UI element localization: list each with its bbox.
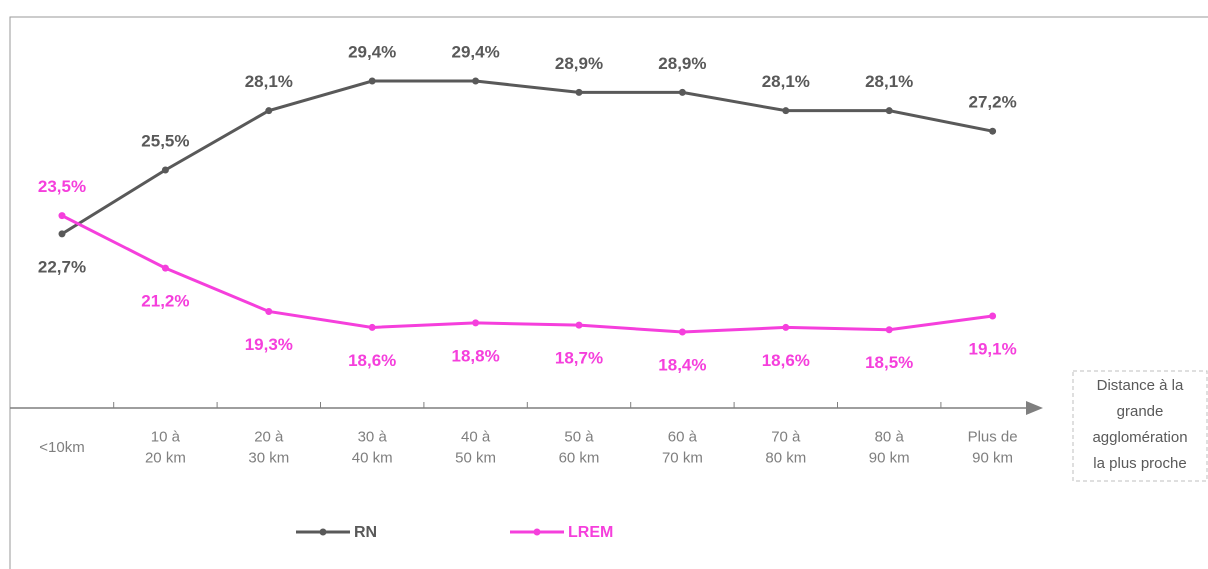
- data-label: 18,6%: [348, 351, 396, 370]
- data-label: 29,4%: [451, 42, 499, 61]
- data-label: 29,4%: [348, 42, 396, 61]
- x-tick-label: 60 à: [668, 428, 698, 445]
- data-label: 28,1%: [762, 72, 810, 91]
- x-tick-label: 10 à: [151, 428, 181, 445]
- data-label: 18,6%: [762, 351, 810, 370]
- data-label: 28,9%: [658, 54, 706, 73]
- point: [989, 312, 997, 320]
- axis-arrow: [1026, 401, 1043, 415]
- x-tick-label: 60 km: [559, 449, 600, 466]
- data-label: 23,5%: [38, 177, 86, 196]
- point: [782, 107, 790, 115]
- x-label-box: [1072, 370, 1208, 482]
- frame: [9, 16, 1208, 569]
- x-axis-label: Distance à la: [1097, 377, 1184, 394]
- series-line: [61, 79, 993, 236]
- point: [782, 323, 790, 331]
- data-label: 18,8%: [451, 346, 499, 365]
- point: [161, 166, 169, 174]
- data-label: 25,5%: [141, 131, 189, 150]
- point: [989, 127, 997, 135]
- x-tick-label: 90 km: [972, 449, 1013, 466]
- x-tick-label: 20 km: [145, 449, 186, 466]
- x-tick-label: 40 km: [352, 449, 393, 466]
- data-label: 18,7%: [555, 349, 603, 368]
- data-label: 27,2%: [968, 93, 1016, 112]
- series-line: [61, 214, 993, 334]
- x-tick-label: 50 km: [455, 449, 496, 466]
- legend-point: [319, 528, 327, 536]
- legend-point: [533, 528, 541, 536]
- x-tick-label: 80 km: [765, 449, 806, 466]
- point: [265, 107, 273, 115]
- x-axis-label: grande: [1117, 403, 1164, 420]
- x-tick-label: 50 à: [564, 428, 594, 445]
- point: [368, 77, 376, 85]
- point: [368, 323, 376, 331]
- point: [472, 77, 480, 85]
- data-label: 21,2%: [141, 292, 189, 311]
- data-label: 28,9%: [555, 54, 603, 73]
- x-tick-label: 40 à: [461, 428, 491, 445]
- data-label: 19,1%: [968, 340, 1016, 359]
- data-label: 28,1%: [245, 72, 293, 91]
- data-label: 19,3%: [245, 335, 293, 354]
- x-tick-label: 30 km: [248, 449, 289, 466]
- point: [472, 319, 480, 327]
- x-tick-label: 70 à: [771, 428, 801, 445]
- point: [58, 230, 66, 238]
- data-label: 18,5%: [865, 353, 913, 372]
- point: [678, 88, 686, 96]
- point: [161, 264, 169, 272]
- x-tick-label: 70 km: [662, 449, 703, 466]
- x-tick-label: 90 km: [869, 449, 910, 466]
- x-tick-label: <10km: [39, 439, 84, 456]
- x-axis-label: agglomération: [1092, 429, 1187, 446]
- x-axis-label: la plus proche: [1093, 455, 1186, 472]
- x-tick-label: 30 à: [358, 428, 388, 445]
- data-label: 22,7%: [38, 257, 86, 276]
- x-tick-label: 20 à: [254, 428, 284, 445]
- point: [678, 328, 686, 336]
- data-label: 28,1%: [865, 72, 913, 91]
- point: [58, 212, 66, 220]
- point: [885, 107, 893, 115]
- point: [885, 326, 893, 334]
- x-tick-label: Plus de: [968, 428, 1018, 445]
- point: [265, 307, 273, 315]
- point: [575, 88, 583, 96]
- legend-label: RN: [354, 524, 377, 541]
- x-tick-label: 80 à: [875, 428, 905, 445]
- legend-label: LREM: [568, 524, 613, 541]
- point: [575, 321, 583, 329]
- data-label: 18,4%: [658, 355, 706, 374]
